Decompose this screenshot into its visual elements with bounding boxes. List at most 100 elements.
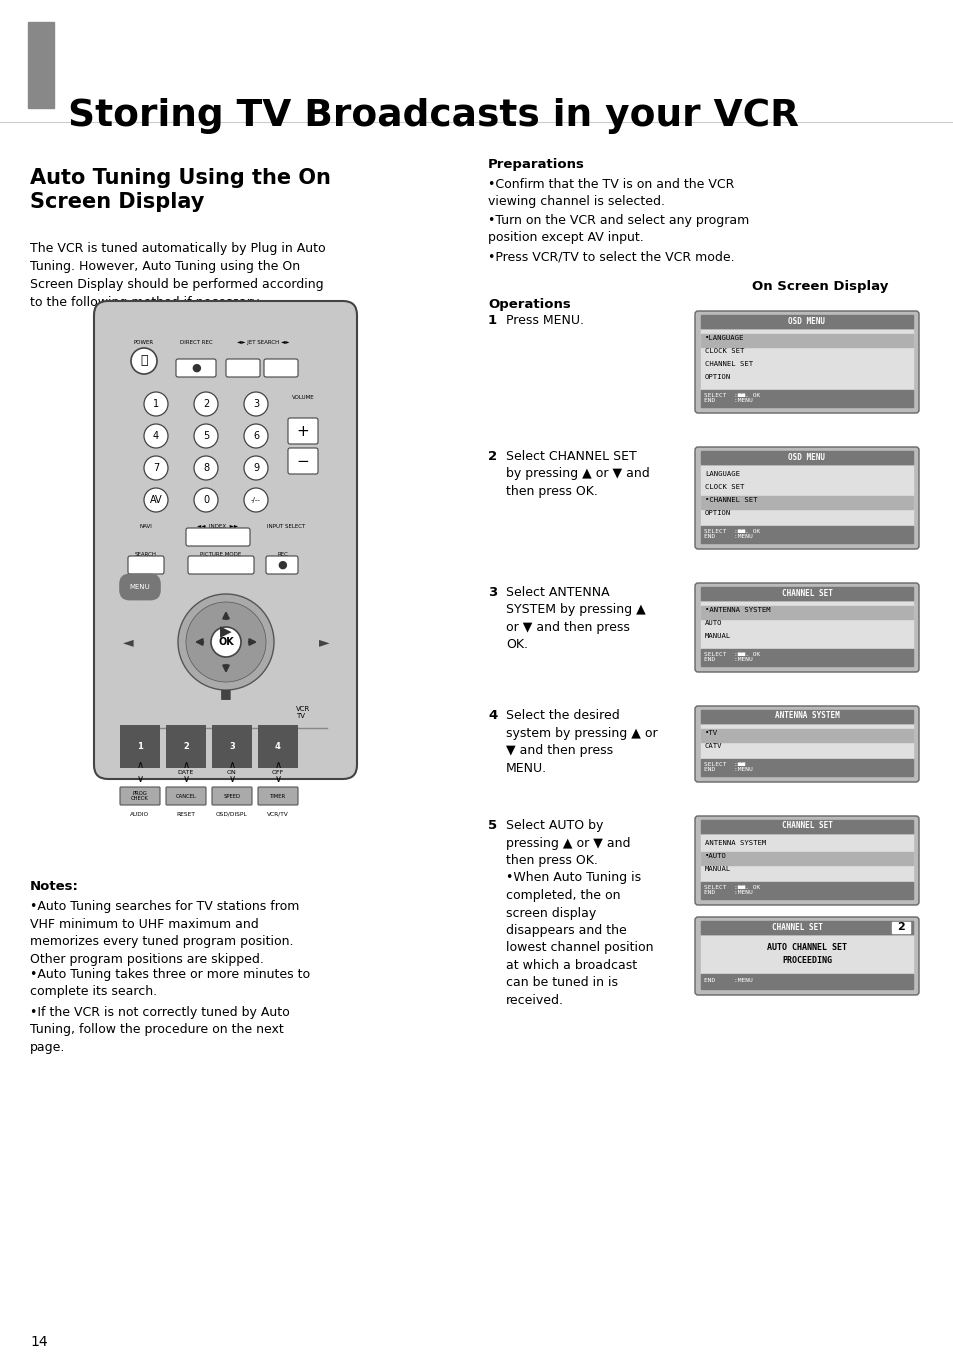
Text: SEARCH: SEARCH	[135, 552, 157, 557]
Text: 3: 3	[253, 399, 259, 410]
Text: 0: 0	[203, 495, 209, 506]
Text: OPTION: OPTION	[704, 510, 731, 516]
Text: •Turn on the VCR and select any program
position except AV input.: •Turn on the VCR and select any program …	[488, 214, 748, 245]
Text: ∨: ∨	[228, 773, 235, 784]
Circle shape	[193, 456, 218, 480]
Bar	[700, 602, 912, 648]
Text: ◄◄  INDEX  ►►: ◄◄ INDEX ►►	[197, 525, 238, 529]
Text: AUTO CHANNEL SET: AUTO CHANNEL SET	[766, 942, 846, 952]
Text: Notes:: Notes:	[30, 880, 79, 894]
Text: 2: 2	[896, 922, 904, 932]
FancyBboxPatch shape	[226, 360, 260, 377]
Bar	[700, 389, 912, 407]
Bar	[700, 973, 912, 990]
Bar	[700, 710, 912, 723]
Text: ●: ●	[276, 560, 287, 571]
Text: SELECT  :■■. OK
END     :MENU: SELECT :■■. OK END :MENU	[703, 884, 760, 895]
Text: REC: REC	[277, 552, 288, 557]
Text: Preparations: Preparations	[488, 158, 584, 170]
Text: 2: 2	[488, 450, 497, 462]
Text: -/--: -/--	[251, 498, 261, 503]
Bar	[891, 922, 909, 933]
Text: •LANGUAGE: •LANGUAGE	[704, 335, 743, 341]
Circle shape	[144, 456, 168, 480]
FancyBboxPatch shape	[695, 583, 918, 672]
Text: CATV: CATV	[704, 744, 721, 749]
FancyBboxPatch shape	[94, 301, 356, 779]
Circle shape	[244, 456, 268, 480]
Text: Press MENU.: Press MENU.	[505, 314, 583, 327]
FancyBboxPatch shape	[128, 556, 164, 575]
Text: 1: 1	[488, 314, 497, 327]
Text: AUTO: AUTO	[704, 621, 721, 626]
Text: ⏻: ⏻	[140, 354, 148, 368]
Text: INPUT SELECT: INPUT SELECT	[267, 525, 305, 529]
Bar	[700, 729, 912, 742]
Text: ■: ■	[220, 688, 232, 700]
Text: 7: 7	[152, 462, 159, 473]
Text: •Auto Tuning searches for TV stations from
VHF minimum to UHF maximum and
memori: •Auto Tuning searches for TV stations fr…	[30, 900, 299, 965]
Circle shape	[244, 392, 268, 416]
Text: VCR/TV: VCR/TV	[267, 813, 289, 817]
Text: DATE: DATE	[177, 771, 193, 775]
Text: ∧: ∧	[228, 760, 235, 771]
Text: SELECT  :■■. OK
END     :MENU: SELECT :■■. OK END :MENU	[703, 529, 760, 539]
Bar	[28, 22, 54, 108]
Text: CHANNEL SET: CHANNEL SET	[781, 588, 832, 598]
Circle shape	[144, 425, 168, 448]
Text: •ANTENNA SYSTEM: •ANTENNA SYSTEM	[704, 607, 770, 612]
Text: VCR
TV: VCR TV	[295, 706, 310, 719]
Text: Select AUTO by
pressing ▲ or ▼ and
then press OK.
•When Auto Tuning is
completed: Select AUTO by pressing ▲ or ▼ and then …	[505, 819, 653, 1007]
Bar	[700, 496, 912, 508]
Text: Select the desired
system by pressing ▲ or
▼ and then press
MENU.: Select the desired system by pressing ▲ …	[505, 708, 657, 775]
Text: Operations: Operations	[488, 297, 570, 311]
Circle shape	[144, 488, 168, 512]
FancyBboxPatch shape	[120, 787, 160, 804]
Text: VOLUME: VOLUME	[292, 395, 314, 400]
Text: •CHANNEL SET: •CHANNEL SET	[704, 498, 757, 503]
Text: CLOCK SET: CLOCK SET	[704, 484, 743, 489]
Text: PROG
CHECK: PROG CHECK	[131, 791, 149, 802]
Text: The VCR is tuned automatically by Plug in Auto
Tuning. However, Auto Tuning usin: The VCR is tuned automatically by Plug i…	[30, 242, 325, 310]
Text: •If the VCR is not correctly tuned by Auto
Tuning, follow the procedure on the n: •If the VCR is not correctly tuned by Au…	[30, 1006, 290, 1055]
FancyBboxPatch shape	[288, 448, 317, 475]
Circle shape	[211, 627, 241, 657]
Text: OSD/DISPL: OSD/DISPL	[216, 813, 248, 817]
Text: 2: 2	[183, 742, 189, 750]
FancyBboxPatch shape	[264, 360, 297, 377]
FancyBboxPatch shape	[695, 706, 918, 781]
Text: 5: 5	[203, 431, 209, 441]
FancyBboxPatch shape	[186, 529, 250, 546]
Text: ∨: ∨	[274, 773, 281, 784]
Text: SELECT  :■■. OK
END     :MENU: SELECT :■■. OK END :MENU	[703, 392, 760, 403]
Text: ●: ●	[191, 362, 201, 373]
Text: ∧: ∧	[136, 760, 143, 771]
Text: •Confirm that the TV is on and the VCR
viewing channel is selected.: •Confirm that the TV is on and the VCR v…	[488, 178, 734, 208]
Text: ∧: ∧	[182, 760, 190, 771]
Text: 4: 4	[152, 431, 159, 441]
Text: CHANNEL SET: CHANNEL SET	[771, 922, 821, 932]
Circle shape	[131, 347, 157, 375]
FancyBboxPatch shape	[175, 360, 215, 377]
Text: POWER: POWER	[133, 339, 153, 345]
Text: •Auto Tuning takes three or more minutes to
complete its search.: •Auto Tuning takes three or more minutes…	[30, 968, 310, 999]
Text: SPEED: SPEED	[223, 794, 240, 799]
Text: 6: 6	[253, 431, 259, 441]
Text: Select CHANNEL SET
by pressing ▲ or ▼ and
then press OK.: Select CHANNEL SET by pressing ▲ or ▼ an…	[505, 450, 649, 498]
Bar	[700, 606, 912, 619]
FancyBboxPatch shape	[188, 556, 253, 575]
Circle shape	[193, 392, 218, 416]
Text: CHANNEL SET: CHANNEL SET	[781, 822, 832, 830]
Circle shape	[193, 488, 218, 512]
Text: 8: 8	[203, 462, 209, 473]
Text: PROCEEDING: PROCEEDING	[781, 956, 831, 965]
FancyBboxPatch shape	[695, 917, 918, 995]
Circle shape	[193, 425, 218, 448]
FancyBboxPatch shape	[288, 418, 317, 443]
Text: •TV: •TV	[704, 730, 718, 735]
Circle shape	[178, 594, 274, 690]
Text: TIMER: TIMER	[270, 794, 286, 799]
Bar	[700, 821, 912, 833]
Bar	[700, 334, 912, 347]
Text: Select ANTENNA
SYSTEM by pressing ▲
or ▼ and then press
OK.: Select ANTENNA SYSTEM by pressing ▲ or ▼…	[505, 585, 645, 652]
